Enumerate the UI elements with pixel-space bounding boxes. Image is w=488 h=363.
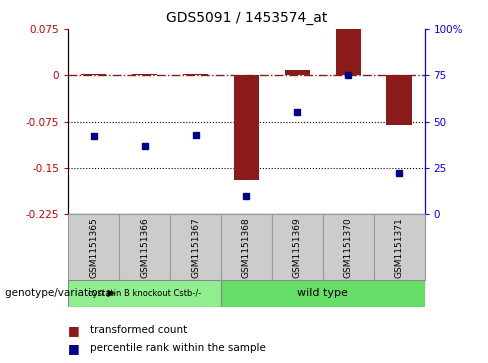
Text: GSM1151370: GSM1151370 xyxy=(344,217,353,278)
Title: GDS5091 / 1453574_at: GDS5091 / 1453574_at xyxy=(166,11,327,25)
Text: GSM1151366: GSM1151366 xyxy=(140,217,149,278)
Bar xyxy=(272,214,323,280)
Text: GSM1151368: GSM1151368 xyxy=(242,217,251,278)
Text: cystatin B knockout Cstb-/-: cystatin B knockout Cstb-/- xyxy=(88,289,201,298)
Text: transformed count: transformed count xyxy=(90,325,187,335)
Bar xyxy=(374,214,425,280)
Bar xyxy=(183,74,208,75)
Text: GSM1151367: GSM1151367 xyxy=(191,217,200,278)
Bar xyxy=(132,74,157,75)
Bar xyxy=(386,75,412,125)
Bar xyxy=(336,29,361,75)
Text: GSM1151369: GSM1151369 xyxy=(293,217,302,278)
Text: ■: ■ xyxy=(68,324,80,337)
Text: ■: ■ xyxy=(68,342,80,355)
Bar xyxy=(285,70,310,75)
Bar xyxy=(68,214,119,280)
Bar xyxy=(221,214,272,280)
Text: genotype/variation ▶: genotype/variation ▶ xyxy=(5,288,115,298)
Bar xyxy=(170,214,221,280)
Text: GSM1151365: GSM1151365 xyxy=(89,217,98,278)
Text: percentile rank within the sample: percentile rank within the sample xyxy=(90,343,266,354)
Bar xyxy=(323,214,374,280)
Bar xyxy=(68,280,221,307)
Bar xyxy=(119,214,170,280)
Bar xyxy=(81,74,106,75)
Bar xyxy=(221,280,425,307)
Text: GSM1151371: GSM1151371 xyxy=(395,217,404,278)
Text: wild type: wild type xyxy=(297,288,348,298)
Bar xyxy=(234,75,259,180)
